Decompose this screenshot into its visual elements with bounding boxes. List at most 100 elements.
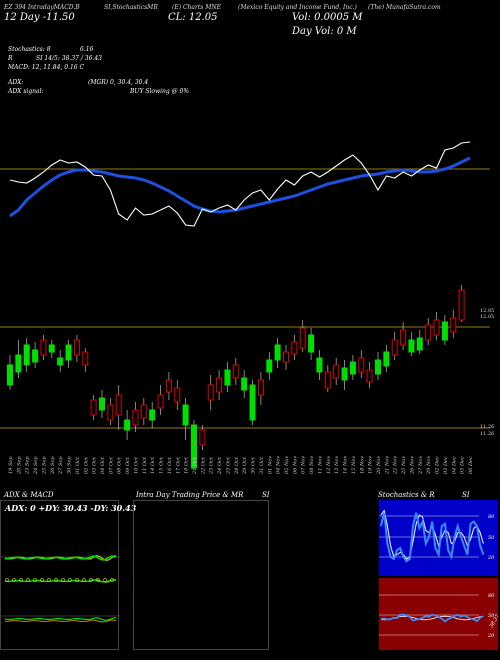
candle-body xyxy=(107,404,114,421)
adx-line xyxy=(4,555,117,561)
candle-body xyxy=(249,384,256,421)
rsi-line xyxy=(380,613,484,623)
candle-body xyxy=(23,344,30,366)
date-tick-label: 01 Nov xyxy=(267,456,273,474)
header-col2: SI,StochasticsMR xyxy=(104,4,158,11)
candle-body xyxy=(266,359,273,373)
candle xyxy=(366,362,373,388)
close-price: CL: 12.05 xyxy=(168,12,218,23)
date-tick-label: 14 Nov xyxy=(343,456,349,474)
macd-marker xyxy=(110,578,114,582)
stoch-level-label: 50 xyxy=(488,535,495,541)
macd-marker xyxy=(68,578,72,582)
candle xyxy=(391,332,398,360)
candle xyxy=(375,352,381,380)
macd-marker xyxy=(5,578,9,582)
candle xyxy=(15,340,22,378)
candle-body xyxy=(73,339,80,356)
price-label-low-a: 11.26 xyxy=(480,424,495,430)
candle xyxy=(140,398,147,425)
candle-body xyxy=(174,387,181,403)
date-tick-label: 08 Oct xyxy=(117,456,123,474)
candle xyxy=(425,318,432,345)
date-line: 12 Day -11.50 xyxy=(4,12,75,23)
macd-lower-line xyxy=(4,617,117,621)
candle-body xyxy=(308,334,315,353)
rsi-level-label: 20 xyxy=(487,633,495,639)
candle-body xyxy=(450,317,457,333)
date-tick-label: 23 Oct xyxy=(209,456,215,475)
date-tick-label: 28 Oct xyxy=(234,456,240,475)
candle-body xyxy=(165,379,172,393)
candle xyxy=(274,338,281,368)
date-tick-label: 21 Oct xyxy=(192,456,198,475)
candle xyxy=(57,350,64,372)
macd-label: MACD: 12, 11.84, 0.16 C xyxy=(8,64,85,71)
candle-body xyxy=(7,364,13,386)
date-axis: 19 Sep 20 Sep 23 Sep 24 Sep 25 Sep 26 Sep 27 S… xyxy=(8,456,474,475)
candle xyxy=(341,360,348,390)
candle xyxy=(174,380,181,410)
macd-marker xyxy=(19,578,23,582)
intraday-panel-title-suffix: SI xyxy=(262,491,270,499)
candle xyxy=(266,352,273,380)
candle xyxy=(73,335,80,362)
intraday-panel xyxy=(133,500,269,650)
rsi-label: SI 14/5: 38.37 / 36.43 xyxy=(36,55,102,62)
candle xyxy=(65,340,72,368)
candle-body xyxy=(65,344,72,361)
candle xyxy=(99,390,105,418)
date-tick-label: 03 Dec xyxy=(443,456,449,474)
candle-body xyxy=(274,344,281,361)
moving-average xyxy=(9,156,471,218)
candle xyxy=(408,332,415,356)
candle-body xyxy=(32,349,39,363)
stoch-panel-title-suffix: SI xyxy=(462,491,470,499)
date-tick-label: 22 Nov xyxy=(393,456,399,475)
candle xyxy=(333,358,340,385)
candle-body xyxy=(15,354,22,373)
macd-marker xyxy=(40,578,44,582)
macd-marker xyxy=(82,578,86,582)
date-tick-label: 23 Sep xyxy=(25,456,31,475)
macd-marker xyxy=(61,578,65,582)
date-tick-label: 26 Nov xyxy=(409,456,415,475)
date-tick-label: 05 Nov xyxy=(284,456,290,474)
candle-body xyxy=(375,359,381,375)
date-tick-label: 19 Nov xyxy=(368,456,374,474)
candle-body xyxy=(358,357,365,373)
intraday-panel-title: Intra Day Trading Price & MR xyxy=(136,491,244,499)
candle xyxy=(458,285,465,322)
candle xyxy=(23,338,30,372)
macd-marker xyxy=(12,578,16,582)
macd-line xyxy=(5,579,117,583)
adx-panel-title: ADX & MACD xyxy=(4,491,54,499)
candle xyxy=(433,312,440,340)
candle xyxy=(358,350,365,378)
date-tick-label: 09 Oct xyxy=(125,456,131,474)
rsi-prefix: R xyxy=(8,55,13,62)
date-tick-label: 26 Sep xyxy=(50,456,56,475)
candle xyxy=(450,310,457,338)
candle-body xyxy=(416,337,423,351)
date-tick-label: 17 Oct xyxy=(175,456,181,474)
candle-body xyxy=(191,424,197,469)
date-tick-label: 14 Oct xyxy=(150,456,156,474)
candle-body xyxy=(391,339,398,356)
date-tick-label: 20 Sep xyxy=(16,456,22,475)
candle xyxy=(400,322,407,350)
macd-lower-signal xyxy=(4,619,117,623)
candle xyxy=(249,380,256,425)
candle xyxy=(157,385,164,415)
candle xyxy=(149,402,156,428)
date-tick-label: 18 Oct xyxy=(184,456,190,474)
stoch-value: 6.16 xyxy=(80,46,94,53)
adx-macd-panel: ADX: 0 +DY: 30.43 -DY: 30.43 xyxy=(0,500,136,650)
date-tick-label: 22 Oct xyxy=(200,456,206,475)
date-tick-label: 21 Nov xyxy=(384,456,390,475)
candle xyxy=(7,355,13,390)
candle xyxy=(199,425,206,450)
buy-signal: BUY Slowing @ 0% xyxy=(130,88,190,95)
macd-marker xyxy=(26,578,30,582)
candle xyxy=(224,362,231,392)
